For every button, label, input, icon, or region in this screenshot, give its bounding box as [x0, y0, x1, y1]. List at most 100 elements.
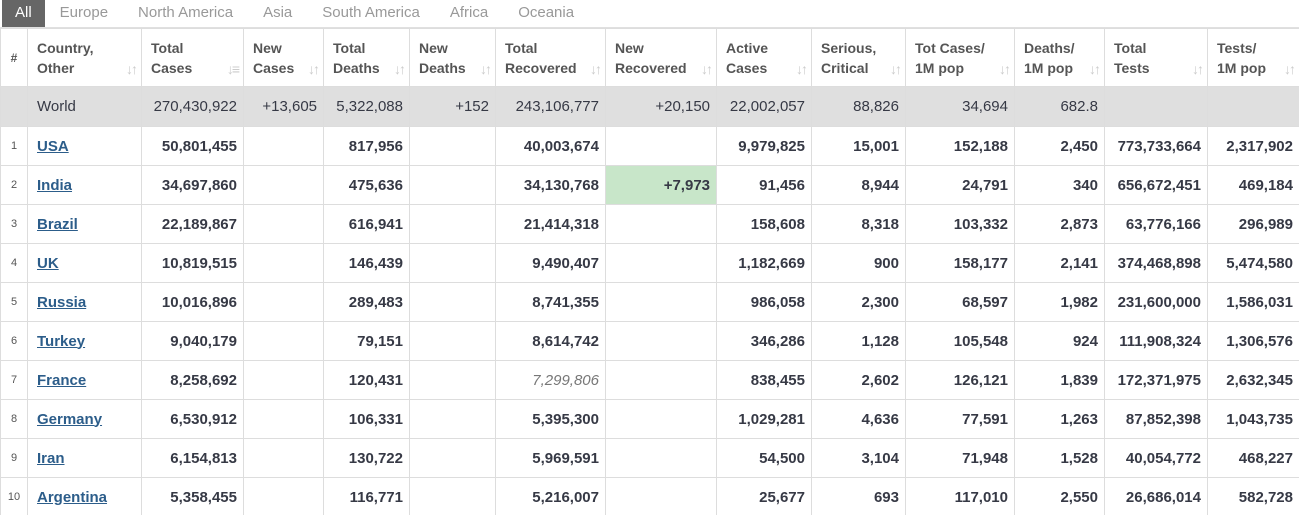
country-link[interactable]: Germany: [37, 410, 103, 428]
sort-icon[interactable]: ↓↑: [1089, 61, 1101, 77]
tab-oceania[interactable]: Oceania: [518, 4, 575, 21]
table-row: 4 UK 10,819,515 146,439 9,490,407 1,182,669 90…: [0, 243, 1299, 283]
cell-total-tests: 773,733,664: [1104, 126, 1208, 166]
cell-tests-per-million: 582,728: [1207, 477, 1299, 515]
cell-cases-per-million: 34,694: [905, 86, 1015, 127]
cell-new-cases: [243, 204, 324, 244]
tab-south-america[interactable]: South America: [322, 4, 420, 21]
tab-europe[interactable]: Europe: [59, 4, 109, 21]
cell-country: India: [27, 165, 142, 205]
cell-total-cases: 5,358,455: [141, 477, 244, 515]
cell-tests-per-million: 469,184: [1207, 165, 1299, 205]
column-header-deaths-per-million[interactable]: Deaths/ 1M pop ↓↑: [1014, 28, 1105, 87]
cell-total-recovered: 7,299,806: [495, 360, 606, 400]
cell-serious-critical: 2,300: [811, 282, 906, 322]
cell-deaths-per-million: 340: [1014, 165, 1105, 205]
cell-total-cases: 50,801,455: [141, 126, 244, 166]
cell-tests-per-million: 1,586,031: [1207, 282, 1299, 322]
cell-deaths-per-million: 2,141: [1014, 243, 1105, 283]
sort-icon[interactable]: ↓≡: [226, 61, 240, 77]
tab-north-america[interactable]: North America: [138, 4, 234, 21]
cell-total-deaths: 475,636: [323, 165, 410, 205]
country-link[interactable]: Brazil: [37, 215, 78, 233]
cell-new-cases: [243, 126, 324, 166]
sort-icon[interactable]: ↓↑: [308, 61, 320, 77]
column-header-tests-per-million[interactable]: Tests/ 1M pop ↓↑: [1207, 28, 1299, 87]
cell-total-tests: 374,468,898: [1104, 243, 1208, 283]
cell-total-cases: 10,819,515: [141, 243, 244, 283]
cell-total-recovered: 8,741,355: [495, 282, 606, 322]
cell-total-cases: 270,430,922: [141, 86, 244, 127]
tab-all[interactable]: All: [2, 0, 45, 27]
cell-new-deaths: [409, 438, 496, 478]
cell-new-recovered: [605, 243, 717, 283]
country-link[interactable]: France: [37, 371, 87, 389]
column-header-cases-per-million[interactable]: Tot Cases/ 1M pop ↓↑: [905, 28, 1015, 87]
column-header-total-tests[interactable]: Total Tests ↓↑: [1104, 28, 1208, 87]
cell-total-recovered: 34,130,768: [495, 165, 606, 205]
cell-country: Brazil: [27, 204, 142, 244]
sort-icon[interactable]: ↓↑: [890, 61, 902, 77]
cell-total-cases: 22,189,867: [141, 204, 244, 244]
column-header-total-deaths[interactable]: Total Deaths ↓↑: [323, 28, 410, 87]
column-header-label: Deaths/ 1M pop: [1024, 39, 1075, 76]
sort-icon[interactable]: ↓↑: [796, 61, 808, 77]
country-link[interactable]: Argentina: [37, 488, 108, 506]
column-header-new-deaths[interactable]: New Deaths ↓↑: [409, 28, 496, 87]
column-header-country[interactable]: Country, Other ↓↑: [27, 28, 142, 87]
cell-active-cases: 22,002,057: [716, 86, 812, 127]
country-link[interactable]: UK: [37, 254, 59, 272]
country-link[interactable]: India: [37, 176, 73, 194]
column-header-serious-critical[interactable]: Serious, Critical ↓↑: [811, 28, 906, 87]
cell-tests-per-million: 5,474,580: [1207, 243, 1299, 283]
column-header-label: Serious, Critical: [821, 39, 877, 76]
sort-icon[interactable]: ↓↑: [394, 61, 406, 77]
country-link[interactable]: Iran: [37, 449, 65, 467]
cell-rank: 9: [0, 438, 28, 478]
cell-country: Russia: [27, 282, 142, 322]
sort-icon[interactable]: ↓↑: [999, 61, 1011, 77]
cell-rank: [0, 86, 28, 127]
column-header-label: New Cases: [253, 39, 295, 76]
cell-new-recovered: [605, 438, 717, 478]
tab-asia[interactable]: Asia: [263, 4, 293, 21]
cell-new-cases: [243, 477, 324, 515]
column-header-total-recovered[interactable]: Total Recovered ↓↑: [495, 28, 606, 87]
column-header-label: Total Tests: [1114, 39, 1150, 76]
cell-rank: 5: [0, 282, 28, 322]
sort-icon[interactable]: ↓↑: [1192, 61, 1204, 77]
cell-cases-per-million: 24,791: [905, 165, 1015, 205]
cell-rank: 8: [0, 399, 28, 439]
cell-total-recovered: 5,216,007: [495, 477, 606, 515]
cell-total-tests: 111,908,324: [1104, 321, 1208, 361]
cell-new-deaths: [409, 399, 496, 439]
cell-total-deaths: 130,722: [323, 438, 410, 478]
cell-deaths-per-million: 2,450: [1014, 126, 1105, 166]
country-link[interactable]: Turkey: [37, 332, 86, 350]
cell-new-deaths: +152: [409, 86, 496, 127]
cell-total-recovered: 21,414,318: [495, 204, 606, 244]
cell-total-cases: 9,040,179: [141, 321, 244, 361]
sort-icon[interactable]: ↓↑: [126, 61, 138, 77]
column-header-active-cases[interactable]: Active Cases ↓↑: [716, 28, 812, 87]
column-header-total-cases[interactable]: Total Cases ↓≡: [141, 28, 244, 87]
sort-icon[interactable]: ↓↑: [701, 61, 713, 77]
cell-total-recovered: 5,395,300: [495, 399, 606, 439]
cell-total-deaths: 116,771: [323, 477, 410, 515]
cell-new-cases: [243, 165, 324, 205]
column-header-new-recovered[interactable]: New Recovered ↓↑: [605, 28, 717, 87]
country-link[interactable]: USA: [37, 137, 69, 155]
sort-icon[interactable]: ↓↑: [590, 61, 602, 77]
cell-cases-per-million: 117,010: [905, 477, 1015, 515]
sort-icon[interactable]: ↓↑: [1284, 61, 1296, 77]
country-link[interactable]: Russia: [37, 293, 87, 311]
sort-icon[interactable]: ↓↑: [480, 61, 492, 77]
column-header-rank: #: [0, 28, 28, 87]
world-total-row: World 270,430,922 +13,605 5,322,088 +152 243,…: [0, 86, 1299, 127]
column-header-label: #: [10, 50, 18, 65]
cell-deaths-per-million: 1,839: [1014, 360, 1105, 400]
cell-serious-critical: 88,826: [811, 86, 906, 127]
column-header-new-cases[interactable]: New Cases ↓↑: [243, 28, 324, 87]
cell-new-deaths: [409, 165, 496, 205]
tab-africa[interactable]: Africa: [449, 4, 489, 21]
